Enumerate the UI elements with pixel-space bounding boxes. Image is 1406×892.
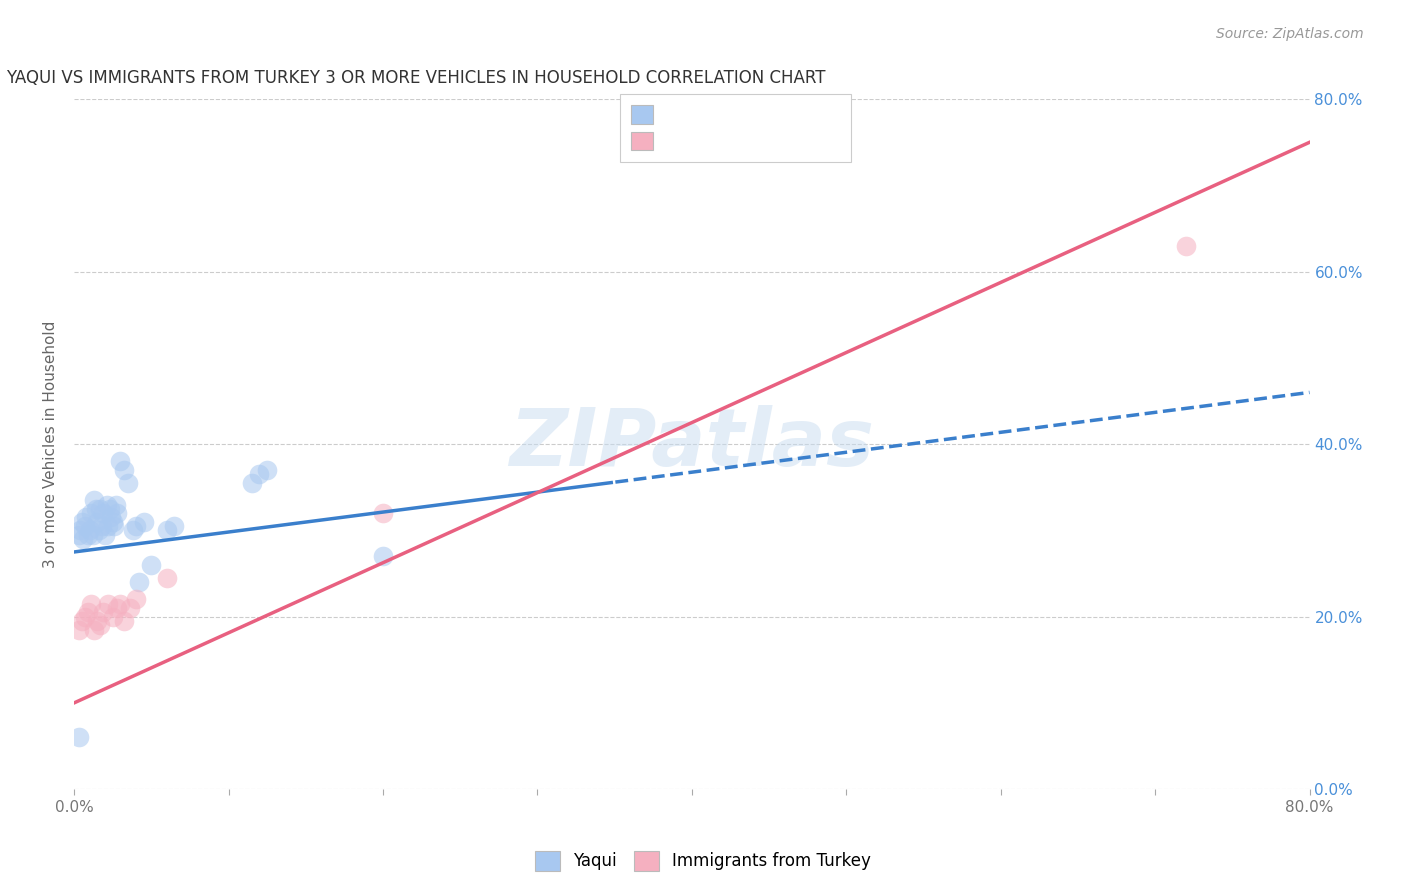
Point [105, 601, 128, 615]
Text: R =: R = [669, 104, 706, 122]
Point [371, 549, 394, 564]
Point [93, 506, 115, 520]
Point [72, 532, 94, 546]
Point [82, 527, 104, 541]
Point [141, 558, 163, 572]
Point [100, 510, 122, 524]
Point [84, 501, 107, 516]
Point [69, 524, 91, 538]
Point [67, 623, 90, 637]
Legend:   R =  0.000   N = 00,   R =  0.000   N = 00: R = 0.000 N = 00, R = 0.000 N = 00 [620, 94, 851, 161]
Text: R =: R = [669, 134, 706, 152]
Point [132, 515, 155, 529]
Point [70, 515, 93, 529]
Point [83, 493, 105, 508]
Point [86, 614, 108, 628]
Point [104, 498, 127, 512]
Point [105, 506, 128, 520]
Point [256, 463, 278, 477]
Text: 41: 41 [811, 104, 832, 122]
Point [89, 501, 111, 516]
Y-axis label: 3 or more Vehicles in Household: 3 or more Vehicles in Household [44, 320, 58, 568]
Point [117, 475, 139, 490]
Point [90, 519, 112, 533]
Text: 0.136: 0.136 [710, 104, 758, 122]
Legend: Yaqui, Immigrants from Turkey: Yaqui, Immigrants from Turkey [527, 842, 879, 880]
Point [94, 527, 117, 541]
Point [163, 519, 186, 533]
Point [240, 475, 263, 490]
Point [93, 605, 115, 619]
Point [96, 498, 118, 512]
Point [73, 519, 96, 533]
Point [156, 571, 179, 585]
Point [79, 524, 101, 538]
Point [73, 609, 96, 624]
Text: 19: 19 [811, 134, 832, 152]
Point [371, 506, 394, 520]
Point [118, 601, 141, 615]
Point [80, 506, 103, 520]
Point [1175, 239, 1198, 253]
Point [247, 467, 270, 482]
Point [110, 454, 132, 468]
Point [97, 519, 120, 533]
Point [101, 515, 124, 529]
Point [103, 519, 125, 533]
Point [112, 614, 135, 628]
Text: YAQUI VS IMMIGRANTS FROM TURKEY 3 OR MORE VEHICLES IN HOUSEHOLD CORRELATION CHAR: YAQUI VS IMMIGRANTS FROM TURKEY 3 OR MOR… [6, 69, 825, 87]
Point [125, 592, 148, 607]
Point [83, 623, 105, 637]
Point [89, 618, 111, 632]
Point [70, 614, 93, 628]
Text: ZIPatlas: ZIPatlas [509, 405, 875, 483]
Point [77, 605, 100, 619]
Point [110, 597, 132, 611]
Point [112, 463, 135, 477]
Point [98, 501, 121, 516]
Point [77, 527, 100, 541]
Point [80, 597, 103, 611]
Text: 0.946: 0.946 [710, 134, 758, 152]
Point [125, 519, 148, 533]
Text: Source: ZipAtlas.com: Source: ZipAtlas.com [1216, 27, 1364, 41]
Text: N =: N = [766, 134, 813, 152]
Point [97, 597, 120, 611]
Point [87, 524, 110, 538]
Point [128, 575, 150, 590]
Point [67, 527, 90, 541]
Point [101, 609, 124, 624]
Point [86, 515, 108, 529]
Point [156, 524, 179, 538]
Point [75, 510, 97, 524]
Point [67, 731, 90, 745]
Point [121, 524, 143, 538]
Text: N =: N = [766, 104, 813, 122]
